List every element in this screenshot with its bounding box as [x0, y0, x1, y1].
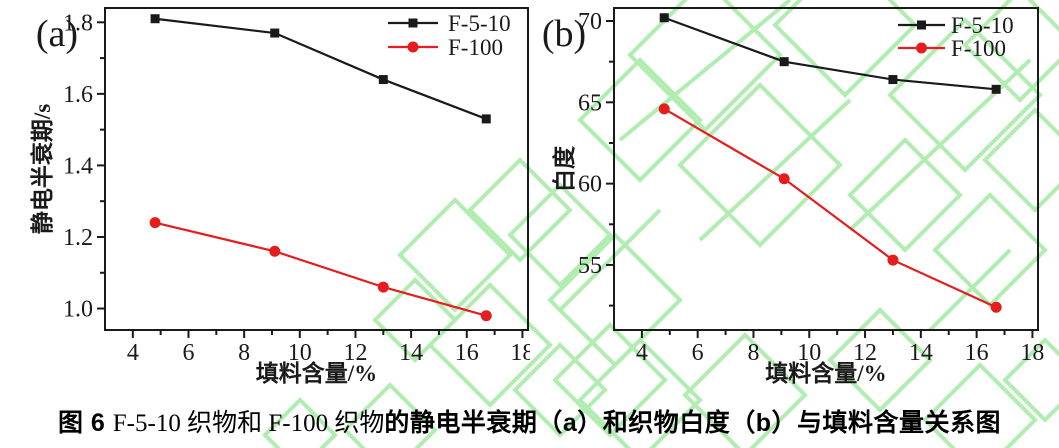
x-tick-label: 18 [510, 340, 530, 366]
y-axis-ticks [97, 21, 105, 310]
legend: F-5-10F-100 [898, 13, 1014, 61]
x-tick-label: 8 [747, 340, 759, 366]
legend-label: F-5-10 [951, 13, 1014, 38]
x-tick-label: 6 [182, 340, 194, 366]
data-point-marker [408, 18, 418, 28]
legend: F-5-10F-100 [388, 11, 511, 60]
series-F-100 [149, 217, 492, 322]
data-point-marker [888, 75, 898, 85]
legend-entry-F-5-10: F-5-10 [898, 13, 1014, 38]
legend-label: F-5-10 [448, 11, 511, 36]
data-point-marker [990, 301, 1002, 313]
data-point-marker [149, 217, 161, 229]
x-tick-label: 16 [455, 340, 479, 366]
x-tick-label: 10 [288, 340, 312, 366]
data-point-marker [658, 103, 670, 115]
x-axis-ticks [131, 330, 524, 338]
data-point-marker [150, 14, 160, 24]
y-axis-ticks [606, 20, 614, 307]
y-tick-label: 1.4 [63, 153, 93, 179]
data-point-marker [377, 281, 389, 293]
x-tick-label: 14 [399, 340, 423, 366]
y-tick-label: 1.6 [63, 82, 93, 108]
caption-description: 的静电半衰期（a）和织物白度（b）与填料含量关系图 [384, 409, 1002, 437]
x-tick-label: 12 [343, 340, 367, 366]
series-F-5-10 [150, 14, 491, 124]
y-tick-label: 55 [578, 253, 602, 279]
y-tick-label: 1.2 [63, 225, 93, 251]
data-point-marker [778, 173, 790, 185]
data-point-marker [659, 13, 669, 23]
plot-frame [613, 7, 1039, 331]
x-tick-label: 4 [127, 340, 139, 366]
y-tick-label: 70 [578, 9, 602, 35]
data-point-marker [887, 254, 899, 266]
x-tick-label: 10 [797, 340, 821, 366]
legend-entry-F-5-10: F-5-10 [388, 11, 511, 36]
panel-label: (a) [36, 13, 78, 55]
data-point-marker [916, 42, 927, 54]
figure-caption: 图 6 F-5-10 织物和 F-100 织物的静电半衰期（a）和织物白度（b）… [0, 401, 1059, 446]
x-tick-label: 8 [238, 340, 250, 366]
series-F-5-10 [659, 13, 1001, 94]
data-point-marker [917, 20, 926, 30]
legend-label: F-100 [951, 36, 1006, 61]
x-tick-label: 6 [692, 340, 704, 366]
y-axis-label: 静电半衰期/s [29, 104, 55, 234]
x-axis-label: 填料含量/% [765, 360, 886, 386]
data-point-marker [270, 28, 280, 38]
watermark-strokes [262, 0, 1059, 448]
x-tick-label: 12 [853, 340, 877, 366]
legend-label: F-100 [448, 35, 503, 60]
x-axis-label: 填料含量/% [256, 360, 377, 386]
y-tick-label: 1.8 [63, 10, 93, 36]
legend-entry-F-100: F-100 [898, 36, 1006, 61]
data-point-marker [378, 75, 388, 85]
x-tick-label: 18 [1020, 340, 1044, 366]
x-tick-label: 4 [636, 340, 648, 366]
y-tick-label: 1.0 [63, 297, 93, 323]
data-point-marker [407, 41, 419, 53]
y-tick-label: 65 [578, 90, 602, 116]
data-point-marker [480, 310, 492, 322]
series-F-100 [658, 103, 1002, 313]
data-point-marker [991, 84, 1001, 94]
plot-frame [104, 7, 529, 331]
data-point-marker [269, 245, 281, 257]
data-point-marker [779, 57, 789, 67]
panel-label: (b) [542, 13, 586, 55]
caption-sample-names: F-5-10 织物和 F-100 织物 [112, 410, 385, 437]
x-tick-label: 16 [965, 340, 989, 366]
x-axis-ticks [640, 330, 1034, 338]
legend-entry-F-100: F-100 [388, 35, 503, 60]
y-tick-label: 60 [578, 172, 602, 198]
chart-a: 4 6 8 10 12 14 16 18 1.0 1.2 1.4 1.6 1.8 填料含量/% 静电半衰期/… [29, 7, 530, 386]
caption-figure-number: 图 6 [57, 409, 113, 437]
x-tick-label: 14 [909, 340, 933, 366]
chart-b: 4 6 8 10 12 14 16 18 55 60 65 70 填料含量/% 白度 (b) F-5-10F-… [542, 7, 1044, 386]
data-point-marker [481, 114, 491, 124]
y-axis-label: 白度 [551, 145, 577, 192]
